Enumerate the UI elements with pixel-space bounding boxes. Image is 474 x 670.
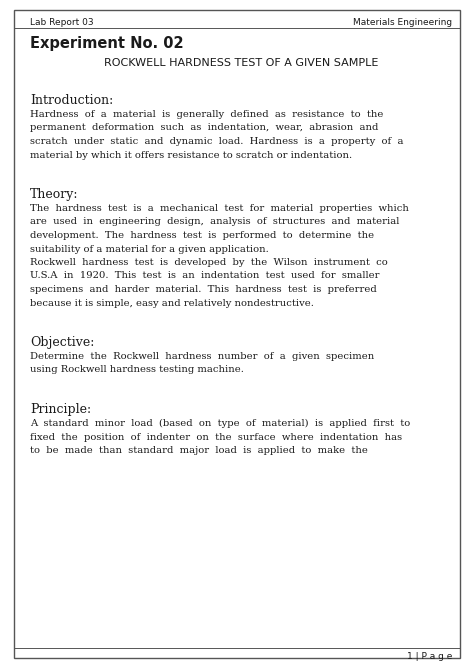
Text: to  be  made  than  standard  major  load  is  applied  to  make  the: to be made than standard major load is a…	[30, 446, 368, 455]
Text: Lab Report 03: Lab Report 03	[30, 18, 94, 27]
Text: scratch  under  static  and  dynamic  load.  Hardness  is  a  property  of  a: scratch under static and dynamic load. H…	[30, 137, 403, 146]
Text: Determine  the  Rockwell  hardness  number  of  a  given  specimen: Determine the Rockwell hardness number o…	[30, 352, 374, 361]
Text: material by which it offers resistance to scratch or indentation.: material by which it offers resistance t…	[30, 151, 352, 159]
Text: ROCKWELL HARDNESS TEST OF A GIVEN SAMPLE: ROCKWELL HARDNESS TEST OF A GIVEN SAMPLE	[104, 58, 378, 68]
Text: permanent  deformation  such  as  indentation,  wear,  abrasion  and: permanent deformation such as indentatio…	[30, 123, 378, 133]
Text: U.S.A  in  1920.  This  test  is  an  indentation  test  used  for  smaller: U.S.A in 1920. This test is an indentati…	[30, 271, 380, 281]
Text: Materials Engineering: Materials Engineering	[353, 18, 452, 27]
Text: fixed  the  position  of  indenter  on  the  surface  where  indentation  has: fixed the position of indenter on the su…	[30, 433, 402, 442]
Text: 1 | P a g e: 1 | P a g e	[407, 652, 452, 661]
Text: Objective:: Objective:	[30, 336, 94, 349]
Text: development.  The  hardness  test  is  performed  to  determine  the: development. The hardness test is perfor…	[30, 231, 374, 240]
Text: using Rockwell hardness testing machine.: using Rockwell hardness testing machine.	[30, 366, 244, 375]
Text: Theory:: Theory:	[30, 188, 79, 201]
Text: Experiment No. 02: Experiment No. 02	[30, 36, 183, 51]
Text: suitability of a material for a given application.: suitability of a material for a given ap…	[30, 245, 269, 253]
Text: Principle:: Principle:	[30, 403, 91, 416]
Text: Rockwell  hardness  test  is  developed  by  the  Wilson  instrument  co: Rockwell hardness test is developed by t…	[30, 258, 388, 267]
Text: are  used  in  engineering  design,  analysis  of  structures  and  material: are used in engineering design, analysis…	[30, 218, 400, 226]
Text: specimens  and  harder  material.  This  hardness  test  is  preferred: specimens and harder material. This hard…	[30, 285, 377, 294]
Text: because it is simple, easy and relatively nondestructive.: because it is simple, easy and relativel…	[30, 299, 314, 308]
Text: Introduction:: Introduction:	[30, 94, 113, 107]
Text: Hardness  of  a  material  is  generally  defined  as  resistance  to  the: Hardness of a material is generally defi…	[30, 110, 383, 119]
Text: The  hardness  test  is  a  mechanical  test  for  material  properties  which: The hardness test is a mechanical test f…	[30, 204, 409, 213]
Text: A  standard  minor  load  (based  on  type  of  material)  is  applied  first  t: A standard minor load (based on type of …	[30, 419, 410, 428]
